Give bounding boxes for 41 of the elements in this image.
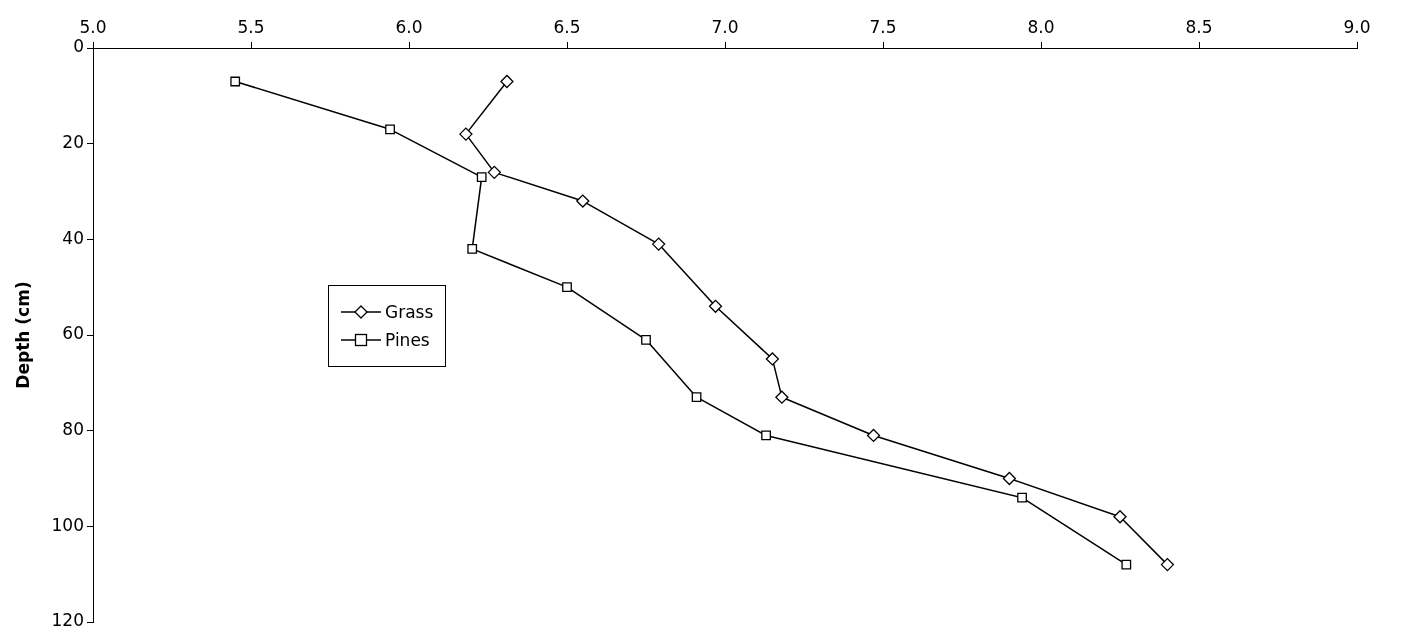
y-tick-label: 20: [62, 132, 84, 153]
point: [708, 299, 723, 313]
y-tick-label: 80: [62, 419, 84, 440]
point: [1017, 492, 1027, 503]
point: [1113, 510, 1127, 524]
point: [866, 428, 881, 443]
point: [691, 392, 702, 403]
point: [576, 194, 590, 208]
legend-label: Pines: [385, 330, 430, 350]
y-tick-label: 0: [73, 36, 84, 57]
point: [1121, 559, 1132, 570]
point: [487, 165, 501, 180]
y-tick-label: 40: [62, 227, 84, 248]
point: [562, 282, 572, 293]
point: [775, 390, 789, 404]
point: [641, 334, 651, 345]
y-tick-label: 100: [51, 514, 84, 535]
point: [1160, 557, 1175, 572]
x-tick-label: 5.5: [237, 17, 265, 38]
x-tick-label: 6.5: [553, 17, 581, 38]
y-tick-label: 120: [51, 610, 84, 631]
y-axis-title: Depth (cm): [12, 281, 33, 389]
point: [230, 76, 241, 87]
point: [385, 124, 395, 135]
y-tick-label: 60: [62, 323, 84, 344]
x-tick-label: 5.0: [79, 17, 107, 38]
point: [765, 352, 780, 366]
point: [459, 127, 473, 141]
x-tick-label: 8.5: [1185, 17, 1213, 38]
x-tick-label: 8.0: [1027, 17, 1055, 38]
x-tick-label: 9.0: [1343, 17, 1371, 38]
point: [651, 237, 666, 251]
point: [467, 244, 478, 254]
x-tick-label: 7.0: [711, 17, 739, 38]
x-tick-label: 6.0: [395, 17, 423, 38]
x-tick-label: 7.5: [869, 17, 897, 38]
point: [761, 430, 771, 441]
point: [476, 172, 487, 183]
point: [1002, 471, 1017, 486]
legend-label: Grass: [385, 302, 434, 322]
point: [500, 74, 514, 89]
